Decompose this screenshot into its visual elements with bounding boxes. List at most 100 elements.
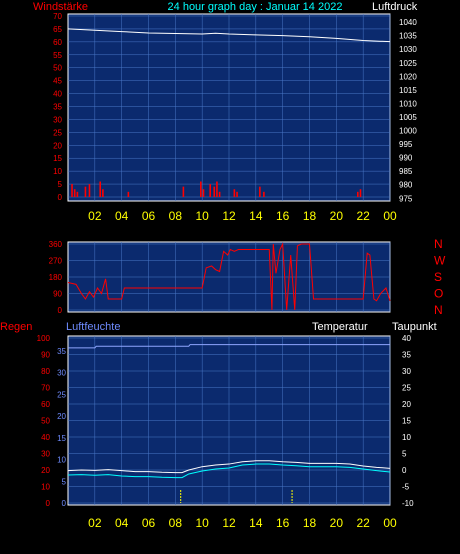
direction-tick-label: 180 xyxy=(49,273,63,282)
time-tick-label: 06 xyxy=(142,209,156,223)
wind-tick-label: 45 xyxy=(53,77,62,86)
compass-label: W xyxy=(434,254,446,268)
time-tick-label: 00 xyxy=(383,209,397,223)
compass-label: N xyxy=(434,303,443,317)
wind-bar xyxy=(202,189,205,197)
graph-title: 24 hour graph day : Januar 14 2022 xyxy=(168,1,343,13)
pressure-tick-label: 1015 xyxy=(399,86,417,95)
temperature-tick-label: -5 xyxy=(402,483,410,492)
direction-tick-label: 270 xyxy=(49,257,63,266)
dewpoint-line xyxy=(67,463,391,479)
wind-bar xyxy=(102,189,104,197)
pressure-tick-label: 975 xyxy=(399,194,413,203)
taupunkt-label: Taupunkt xyxy=(392,321,437,333)
time-tick-label: 22 xyxy=(356,209,370,223)
luftdruck-label: Luftdruck xyxy=(372,1,418,13)
wind-tick-label: 60 xyxy=(53,38,62,47)
pressure-tick-label: 1035 xyxy=(399,32,417,41)
wind-bar xyxy=(71,184,73,197)
humidity-tick-label: 30 xyxy=(41,450,50,459)
luftfeuchte-label: Luftfeuchte xyxy=(66,321,120,333)
regen-label: Regen xyxy=(0,321,32,333)
humidity-temperature-panel: 010203040506070809010005101520253035-10-… xyxy=(37,334,414,530)
time-tick-label: 00 xyxy=(383,516,397,530)
time-tick-label: 18 xyxy=(303,516,317,530)
wind-bar xyxy=(200,181,202,197)
wind-bar xyxy=(263,191,265,197)
wind-tick-label: 70 xyxy=(53,12,62,21)
pressure-tick-label: 1010 xyxy=(399,99,417,108)
wind-tick-label: 10 xyxy=(53,167,62,176)
pressure-tick-label: 1025 xyxy=(399,59,417,68)
humidity-tick-label: 10 xyxy=(41,483,50,492)
temperature-tick-label: 20 xyxy=(402,400,411,409)
wind-tick-label: 5 xyxy=(58,180,63,189)
temperature-line xyxy=(67,460,391,474)
time-tick-label: 02 xyxy=(88,516,102,530)
rain-tick-label: 15 xyxy=(57,434,66,443)
time-tick-label: 18 xyxy=(303,209,317,223)
time-tick-label: 20 xyxy=(330,209,344,223)
pressure-tick-label: 1000 xyxy=(399,127,417,136)
time-tick-label: 10 xyxy=(195,516,209,530)
wind-bar xyxy=(359,189,362,197)
pressure-tick-label: 1040 xyxy=(399,18,417,27)
humidity-tick-label: 70 xyxy=(41,384,50,393)
compass-label: S xyxy=(434,270,442,284)
wind-bar xyxy=(209,184,212,197)
temperature-tick-label: 15 xyxy=(402,417,411,426)
time-tick-label: 04 xyxy=(115,209,129,223)
wind-bar xyxy=(84,186,87,197)
pressure-tick-label: 1030 xyxy=(399,45,417,54)
humidity-tick-label: 100 xyxy=(37,334,51,343)
wind-tick-label: 30 xyxy=(53,115,62,124)
temperature-tick-label: 30 xyxy=(402,367,411,376)
wind-tick-label: 25 xyxy=(53,128,62,137)
direction-tick-label: 360 xyxy=(49,240,63,249)
temperature-tick-label: 25 xyxy=(402,384,411,393)
pressure-tick-label: 1005 xyxy=(399,113,417,122)
time-tick-label: 22 xyxy=(356,516,370,530)
time-tick-label: 12 xyxy=(222,516,236,530)
compass-label: O xyxy=(434,287,443,301)
pressure-line xyxy=(67,28,391,43)
humidity-tick-label: 40 xyxy=(41,433,50,442)
wind-bar xyxy=(218,191,221,197)
wind-bar xyxy=(236,191,238,197)
wind-bar xyxy=(259,186,261,197)
rain-tick-label: 5 xyxy=(62,477,67,486)
pressure-tick-label: 1020 xyxy=(399,72,417,81)
time-tick-label: 14 xyxy=(249,516,263,530)
time-tick-label: 12 xyxy=(222,209,236,223)
wind-bar xyxy=(357,191,359,197)
time-tick-label: 08 xyxy=(169,516,183,530)
wind-bar xyxy=(88,184,91,197)
humidity-tick-label: 50 xyxy=(41,417,50,426)
wind-tick-label: 20 xyxy=(53,141,62,150)
wind-bar xyxy=(99,181,101,197)
wind-tick-label: 50 xyxy=(53,64,62,73)
time-tick-label: 20 xyxy=(330,516,344,530)
wind-bar xyxy=(216,181,218,197)
time-tick-label: 04 xyxy=(115,516,129,530)
humidity-tick-label: 20 xyxy=(41,466,50,475)
pressure-tick-label: 990 xyxy=(399,154,413,163)
pressure-tick-label: 985 xyxy=(399,167,413,176)
wind-tick-label: 65 xyxy=(53,25,62,34)
humidity-tick-label: 80 xyxy=(41,367,50,376)
rain-tick-label: 30 xyxy=(57,369,66,378)
rain-tick-label: 20 xyxy=(57,412,66,421)
wind-tick-label: 55 xyxy=(53,51,62,60)
time-tick-label: 02 xyxy=(88,209,102,223)
pressure-tick-label: 995 xyxy=(399,140,413,149)
direction-tick-label: 0 xyxy=(58,306,63,315)
wind-bar xyxy=(213,186,216,197)
time-tick-label: 16 xyxy=(276,209,290,223)
wind-tick-label: 35 xyxy=(53,103,62,112)
temperature-tick-label: 40 xyxy=(402,334,411,343)
wind-pressure-panel: 0510152025303540455055606570975980985990… xyxy=(53,12,417,223)
wind-direction-panel: 0 N 90 O 180 S 270 W 360 N xyxy=(49,237,446,317)
wind-bar xyxy=(76,191,79,197)
wind-direction-line xyxy=(67,242,391,311)
